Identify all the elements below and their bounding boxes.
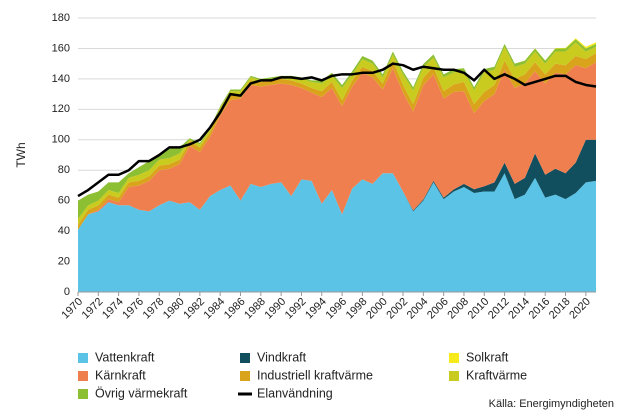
x-tick-label: 1984 (202, 296, 228, 322)
y-tick-label: 80 (58, 164, 70, 176)
y-tick-label: 140 (52, 73, 70, 85)
y-tick-label: 160 (52, 42, 70, 54)
x-tick-label: 1978 (141, 296, 167, 322)
legend-label: Kärnkraft (95, 368, 146, 382)
x-tick-label: 1992 (283, 296, 309, 322)
legend-swatch (240, 353, 250, 363)
x-tick-label: 1974 (100, 296, 126, 322)
x-tick-label: 1998 (344, 296, 370, 322)
y-tick-label: 0 (64, 286, 70, 298)
y-axis-label: TWh (14, 142, 28, 167)
legend-swatch (78, 371, 88, 381)
area (78, 139, 596, 230)
y-tick-label: 20 (58, 255, 70, 267)
x-tick-label: 1986 (222, 296, 248, 322)
y-tick-label: 40 (58, 225, 70, 237)
legend-swatch (78, 389, 88, 399)
x-tick-label: 2006 (425, 296, 451, 322)
x-tick-label: 2008 (445, 296, 471, 322)
x-tick-label: 2020 (567, 296, 593, 322)
legend-swatch (78, 353, 88, 363)
x-tick-label: 2012 (486, 296, 512, 322)
x-tick-label: 2002 (384, 296, 410, 322)
x-tick-label: 1988 (242, 296, 268, 322)
legend-label: Industriell kraftvärme (257, 368, 373, 382)
legend-label: Vindkraft (257, 350, 307, 364)
y-tick-label: 120 (52, 103, 70, 115)
x-tick-label: 1970 (59, 296, 85, 322)
line (77, 62, 597, 198)
y-tick-label: 60 (58, 195, 70, 207)
x-tick-label: 1990 (263, 296, 289, 322)
x-tick-label: 2014 (506, 296, 532, 322)
x-tick-label: 2016 (527, 296, 553, 322)
x-tick-label: 1976 (120, 296, 146, 322)
legend-label: Vattenkraft (95, 350, 155, 364)
x-tick-label: 1972 (80, 296, 106, 322)
legend-label: Övrig värmekraft (95, 386, 188, 400)
x-tick-label: 1996 (323, 296, 349, 322)
x-tick-label: 2000 (364, 296, 390, 322)
x-tick-label: 1994 (303, 296, 329, 322)
source: Källa: Energimyndigheten (489, 398, 614, 410)
x-tick-label: 1980 (161, 296, 187, 322)
x-tick-label: 2018 (547, 296, 573, 322)
legend-swatch (240, 371, 250, 381)
y-tick-label: 100 (52, 134, 70, 146)
legend-swatch (449, 371, 459, 381)
area (78, 62, 596, 230)
legend-label: Elanvändning (257, 386, 333, 400)
legend-label: Kraftvärme (466, 368, 527, 382)
y-tick-label: 180 (52, 12, 70, 24)
legend-swatch (449, 353, 459, 363)
legend-label: Solkraft (466, 350, 509, 364)
x-tick-label: 2004 (405, 296, 431, 322)
area (78, 173, 596, 292)
x-tick-label: 2010 (466, 296, 492, 322)
x-tick-label: 1982 (181, 296, 207, 322)
